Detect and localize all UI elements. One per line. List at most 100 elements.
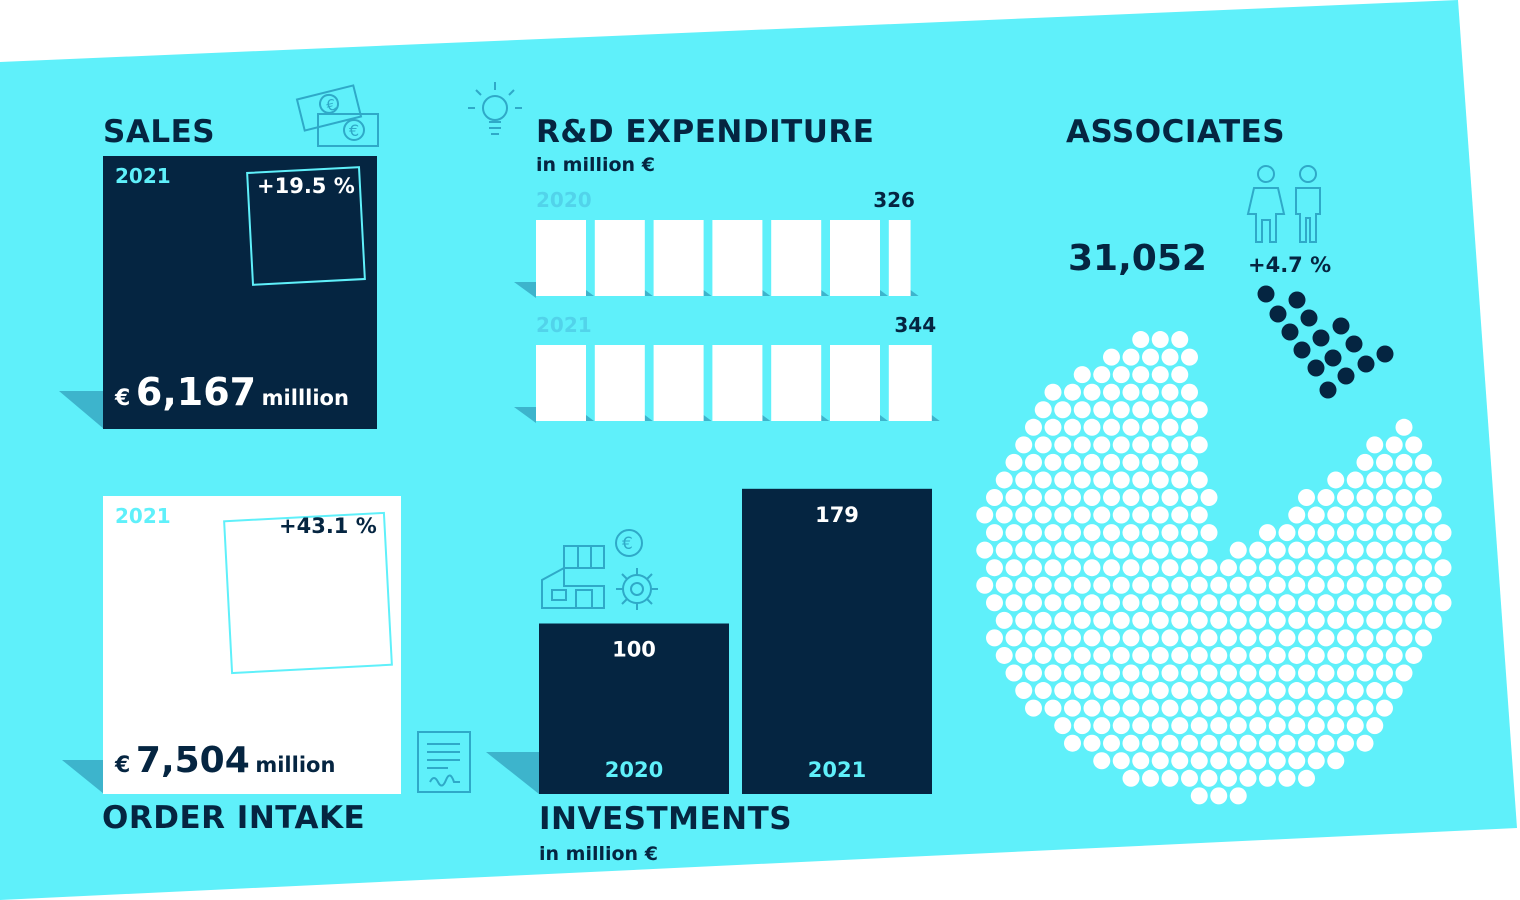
associate-dot [1034, 436, 1052, 454]
associate-dot [1327, 506, 1345, 524]
associate-dot [1132, 541, 1150, 559]
associate-growth-dot [1281, 323, 1299, 341]
associate-dot [1327, 471, 1345, 489]
associate-dot [1190, 541, 1208, 559]
euro-coin-icon: € [615, 529, 643, 557]
associate-dot [1181, 699, 1198, 717]
associate-dot [1083, 418, 1101, 436]
associate-growth-dot [1357, 355, 1375, 373]
associate-dot [1083, 629, 1101, 647]
associate-dot [1366, 541, 1384, 559]
associate-dot [1171, 506, 1189, 524]
associate-dot [1385, 682, 1403, 700]
associate-dot [1005, 524, 1023, 542]
associate-dot [1083, 594, 1101, 612]
associate-dot [1239, 699, 1257, 717]
rd-bar-block-2020-0 [536, 220, 586, 296]
people-icon [1246, 165, 1321, 243]
associate-dot [1171, 717, 1189, 735]
associate-dot [1181, 524, 1198, 542]
associate-dot [1249, 611, 1267, 629]
associate-dot [986, 489, 1003, 506]
associate-dot [1220, 594, 1237, 612]
associate-dot [1200, 594, 1218, 612]
associate-dot [1288, 611, 1306, 629]
associate-dot [1103, 418, 1120, 436]
rd-block-shadow [821, 415, 830, 421]
investments-year-label-2020: 2020 [605, 758, 663, 782]
associate-dot [1229, 646, 1247, 664]
associate-dot [1073, 506, 1091, 524]
associate-dot [1181, 383, 1198, 401]
order-intake-currency: € [115, 753, 131, 778]
associate-dot [1376, 524, 1393, 542]
associate-dot [1405, 436, 1423, 454]
associate-dot [1434, 594, 1452, 612]
rd-block-shadow [880, 415, 888, 421]
associate-dot [1181, 734, 1198, 752]
associate-dot [1034, 471, 1052, 489]
associate-dot [1259, 664, 1276, 682]
rd-block-shadow [762, 290, 771, 296]
associate-dot [1307, 506, 1325, 524]
associate-dot [1385, 436, 1403, 454]
rd-bar-shadow [514, 407, 536, 423]
sales-card: 2021 +19.5 % € 6,167 milllion [103, 156, 377, 429]
associate-dot [1171, 611, 1189, 629]
associate-dot [1288, 541, 1306, 559]
associate-dot [1171, 682, 1189, 700]
associate-dot [1015, 436, 1033, 454]
associate-dot [1161, 734, 1179, 752]
associate-dot [1064, 664, 1081, 682]
associate-dot [1259, 524, 1276, 542]
rd-block-shadow [644, 415, 653, 421]
associate-dot [1171, 576, 1189, 594]
associate-dot [995, 646, 1013, 664]
associate-dot [1307, 717, 1325, 735]
associate-dot [1405, 471, 1423, 489]
associate-growth-dot [1269, 305, 1287, 323]
rd-year-label-2021: 2021 [536, 313, 592, 337]
associate-dot [1239, 734, 1257, 752]
rd-bar-block-2021-6 [888, 345, 932, 421]
associate-dot [1385, 506, 1403, 524]
associate-dot [1142, 629, 1159, 647]
associate-dot [1073, 541, 1091, 559]
associates-value: 31,052 [1068, 238, 1207, 279]
associate-dot [1025, 629, 1042, 647]
associate-dot [1093, 541, 1111, 559]
associate-dot [1327, 682, 1345, 700]
associate-dot [1112, 366, 1130, 384]
associate-dot [1142, 524, 1159, 542]
associate-dot [1190, 436, 1208, 454]
associate-dot [1073, 682, 1091, 700]
rd-block-shadow [644, 290, 653, 296]
associate-dot [1298, 524, 1315, 542]
associate-dot [1190, 401, 1208, 419]
associate-dot [1210, 611, 1228, 629]
associate-dot [1171, 436, 1189, 454]
associate-dot [1385, 611, 1403, 629]
associate-dot [1278, 594, 1296, 612]
associate-dot [986, 594, 1003, 612]
associate-dot [1151, 611, 1169, 629]
associate-dot [1181, 769, 1198, 787]
associate-dot [1346, 611, 1364, 629]
associate-dot [1122, 559, 1140, 577]
investments-value-label-2020: 100 [612, 638, 656, 662]
associate-dot [1200, 559, 1218, 577]
associate-dot [1034, 611, 1052, 629]
associate-dot [1103, 383, 1120, 401]
associate-dot [1307, 576, 1325, 594]
associate-dot [1132, 471, 1150, 489]
associate-dot [1288, 646, 1306, 664]
associate-dot [1161, 418, 1179, 436]
associate-dot [1288, 576, 1306, 594]
investments-bar-2020 [539, 623, 729, 794]
associate-dot [1288, 752, 1306, 770]
associate-dot [1200, 769, 1218, 787]
associate-dot [1415, 629, 1432, 647]
associate-dot [1103, 734, 1120, 752]
associate-dot [1161, 594, 1179, 612]
associate-dot [1395, 489, 1413, 506]
